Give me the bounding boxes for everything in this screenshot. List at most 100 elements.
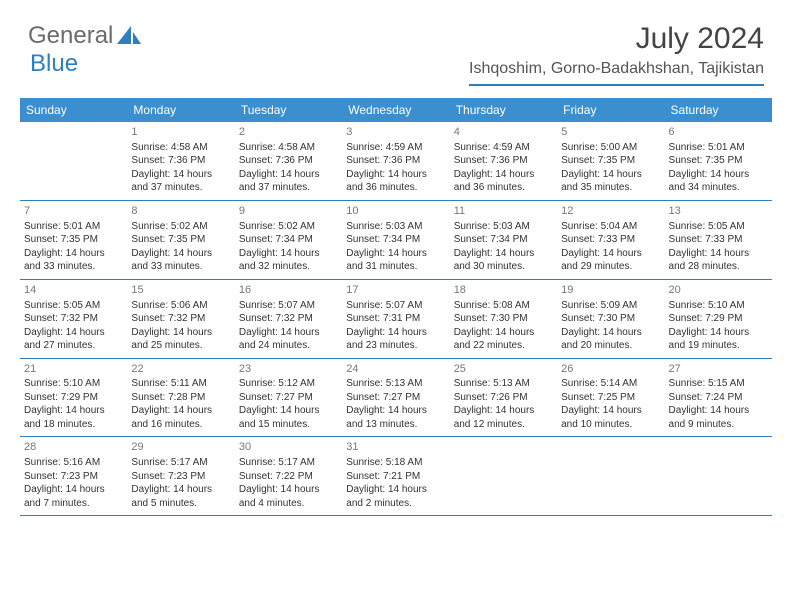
daylight-text: Daylight: 14 hours [239,247,338,261]
calendar-day-cell: 21Sunrise: 5:10 AMSunset: 7:29 PMDayligh… [20,358,127,437]
sunset-text: Sunset: 7:31 PM [346,312,445,326]
sunrise-text: Sunrise: 5:12 AM [239,377,338,391]
sunset-text: Sunset: 7:36 PM [454,154,553,168]
weekday-header: Monday [127,98,234,122]
daylight-text: Daylight: 14 hours [346,168,445,182]
sunset-text: Sunset: 7:35 PM [669,154,768,168]
daylight-text: Daylight: 14 hours [24,326,123,340]
day-number: 6 [669,125,768,140]
sunset-text: Sunset: 7:26 PM [454,391,553,405]
calendar-day-cell: 22Sunrise: 5:11 AMSunset: 7:28 PMDayligh… [127,358,234,437]
calendar-day-cell [450,437,557,516]
daylight-text: Daylight: 14 hours [669,326,768,340]
sunrise-text: Sunrise: 5:02 AM [131,220,230,234]
daylight-text: Daylight: 14 hours [346,404,445,418]
daylight-text: and 15 minutes. [239,418,338,432]
daylight-text: Daylight: 14 hours [131,247,230,261]
calendar-day-cell: 19Sunrise: 5:09 AMSunset: 7:30 PMDayligh… [557,279,664,358]
sunrise-text: Sunrise: 5:17 AM [239,456,338,470]
calendar-day-cell: 28Sunrise: 5:16 AMSunset: 7:23 PMDayligh… [20,437,127,516]
day-number: 24 [346,362,445,377]
calendar-day-cell: 29Sunrise: 5:17 AMSunset: 7:23 PMDayligh… [127,437,234,516]
sunrise-text: Sunrise: 5:14 AM [561,377,660,391]
daylight-text: and 4 minutes. [239,497,338,511]
daylight-text: Daylight: 14 hours [131,168,230,182]
sunrise-text: Sunrise: 4:58 AM [131,141,230,155]
calendar-day-cell: 17Sunrise: 5:07 AMSunset: 7:31 PMDayligh… [342,279,449,358]
daylight-text: and 36 minutes. [346,181,445,195]
sunrise-text: Sunrise: 4:59 AM [346,141,445,155]
calendar-day-cell: 11Sunrise: 5:03 AMSunset: 7:34 PMDayligh… [450,200,557,279]
daylight-text: and 16 minutes. [131,418,230,432]
calendar-table: SundayMondayTuesdayWednesdayThursdayFrid… [20,98,772,516]
logo-sail-icon [117,26,143,46]
daylight-text: Daylight: 14 hours [239,404,338,418]
day-number: 31 [346,440,445,455]
sunrise-text: Sunrise: 5:05 AM [669,220,768,234]
daylight-text: Daylight: 14 hours [669,247,768,261]
sunrise-text: Sunrise: 5:06 AM [131,299,230,313]
sunrise-text: Sunrise: 4:59 AM [454,141,553,155]
daylight-text: and 9 minutes. [669,418,768,432]
calendar-body: 1Sunrise: 4:58 AMSunset: 7:36 PMDaylight… [20,122,772,516]
day-number: 7 [24,204,123,219]
day-number: 19 [561,283,660,298]
calendar-week-row: 1Sunrise: 4:58 AMSunset: 7:36 PMDaylight… [20,122,772,200]
day-number: 1 [131,125,230,140]
calendar-day-cell [20,122,127,200]
sunrise-text: Sunrise: 4:58 AM [239,141,338,155]
daylight-text: and 18 minutes. [24,418,123,432]
daylight-text: and 2 minutes. [346,497,445,511]
sunset-text: Sunset: 7:22 PM [239,470,338,484]
month-title: July 2024 [469,22,764,56]
day-number: 8 [131,204,230,219]
sunrise-text: Sunrise: 5:08 AM [454,299,553,313]
daylight-text: and 24 minutes. [239,339,338,353]
daylight-text: and 23 minutes. [346,339,445,353]
weekday-header: Saturday [665,98,772,122]
daylight-text: Daylight: 14 hours [561,247,660,261]
calendar-day-cell: 27Sunrise: 5:15 AMSunset: 7:24 PMDayligh… [665,358,772,437]
day-number: 15 [131,283,230,298]
daylight-text: and 13 minutes. [346,418,445,432]
daylight-text: Daylight: 14 hours [24,483,123,497]
weekday-header: Thursday [450,98,557,122]
calendar-week-row: 28Sunrise: 5:16 AMSunset: 7:23 PMDayligh… [20,437,772,516]
daylight-text: and 29 minutes. [561,260,660,274]
sunrise-text: Sunrise: 5:18 AM [346,456,445,470]
sunset-text: Sunset: 7:25 PM [561,391,660,405]
sunset-text: Sunset: 7:32 PM [131,312,230,326]
header: General July 2024 Ishqoshim, Gorno-Badak… [0,0,792,92]
calendar-day-cell: 1Sunrise: 4:58 AMSunset: 7:36 PMDaylight… [127,122,234,200]
daylight-text: Daylight: 14 hours [239,168,338,182]
day-number: 25 [454,362,553,377]
daylight-text: Daylight: 14 hours [239,483,338,497]
day-number: 27 [669,362,768,377]
daylight-text: and 27 minutes. [24,339,123,353]
day-number: 18 [454,283,553,298]
sunset-text: Sunset: 7:23 PM [24,470,123,484]
daylight-text: Daylight: 14 hours [454,168,553,182]
calendar-day-cell [557,437,664,516]
calendar-day-cell: 23Sunrise: 5:12 AMSunset: 7:27 PMDayligh… [235,358,342,437]
calendar-week-row: 14Sunrise: 5:05 AMSunset: 7:32 PMDayligh… [20,279,772,358]
sunrise-text: Sunrise: 5:11 AM [131,377,230,391]
calendar-day-cell: 30Sunrise: 5:17 AMSunset: 7:22 PMDayligh… [235,437,342,516]
calendar-day-cell: 4Sunrise: 4:59 AMSunset: 7:36 PMDaylight… [450,122,557,200]
calendar-day-cell: 25Sunrise: 5:13 AMSunset: 7:26 PMDayligh… [450,358,557,437]
calendar-day-cell: 12Sunrise: 5:04 AMSunset: 7:33 PMDayligh… [557,200,664,279]
daylight-text: Daylight: 14 hours [24,247,123,261]
sunrise-text: Sunrise: 5:15 AM [669,377,768,391]
calendar-day-cell: 24Sunrise: 5:13 AMSunset: 7:27 PMDayligh… [342,358,449,437]
day-number: 23 [239,362,338,377]
daylight-text: Daylight: 14 hours [454,326,553,340]
weekday-header: Sunday [20,98,127,122]
sunrise-text: Sunrise: 5:00 AM [561,141,660,155]
sunset-text: Sunset: 7:29 PM [669,312,768,326]
sunset-text: Sunset: 7:34 PM [454,233,553,247]
sunset-text: Sunset: 7:35 PM [131,233,230,247]
logo-text-2: Blue [30,50,78,78]
title-block: July 2024 Ishqoshim, Gorno-Badakhshan, T… [469,22,764,86]
weekday-header: Friday [557,98,664,122]
calendar-day-cell: 14Sunrise: 5:05 AMSunset: 7:32 PMDayligh… [20,279,127,358]
